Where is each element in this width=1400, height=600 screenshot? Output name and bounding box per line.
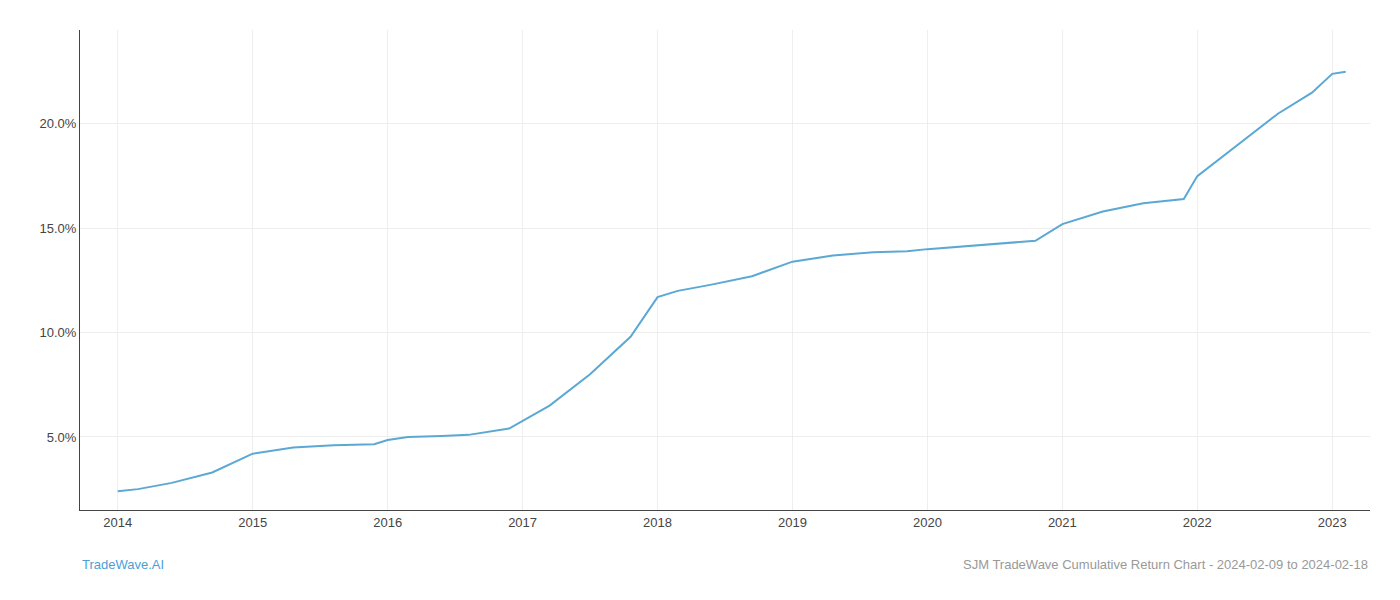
svg-text:2023: 2023	[1318, 515, 1347, 530]
svg-text:2015: 2015	[238, 515, 267, 530]
svg-text:2017: 2017	[508, 515, 537, 530]
svg-text:15.0%: 15.0%	[40, 221, 77, 236]
svg-text:2022: 2022	[1183, 515, 1212, 530]
svg-text:2014: 2014	[103, 515, 132, 530]
svg-text:5.0%: 5.0%	[47, 430, 77, 445]
svg-text:2016: 2016	[373, 515, 402, 530]
svg-text:10.0%: 10.0%	[40, 325, 77, 340]
svg-text:2021: 2021	[1048, 515, 1077, 530]
svg-text:2019: 2019	[778, 515, 807, 530]
svg-text:20.0%: 20.0%	[40, 116, 77, 131]
svg-text:2020: 2020	[913, 515, 942, 530]
svg-text:2018: 2018	[643, 515, 672, 530]
svg-text:TradeWave.AI: TradeWave.AI	[82, 557, 164, 572]
svg-text:SJM TradeWave Cumulative Retur: SJM TradeWave Cumulative Return Chart - …	[963, 557, 1368, 572]
